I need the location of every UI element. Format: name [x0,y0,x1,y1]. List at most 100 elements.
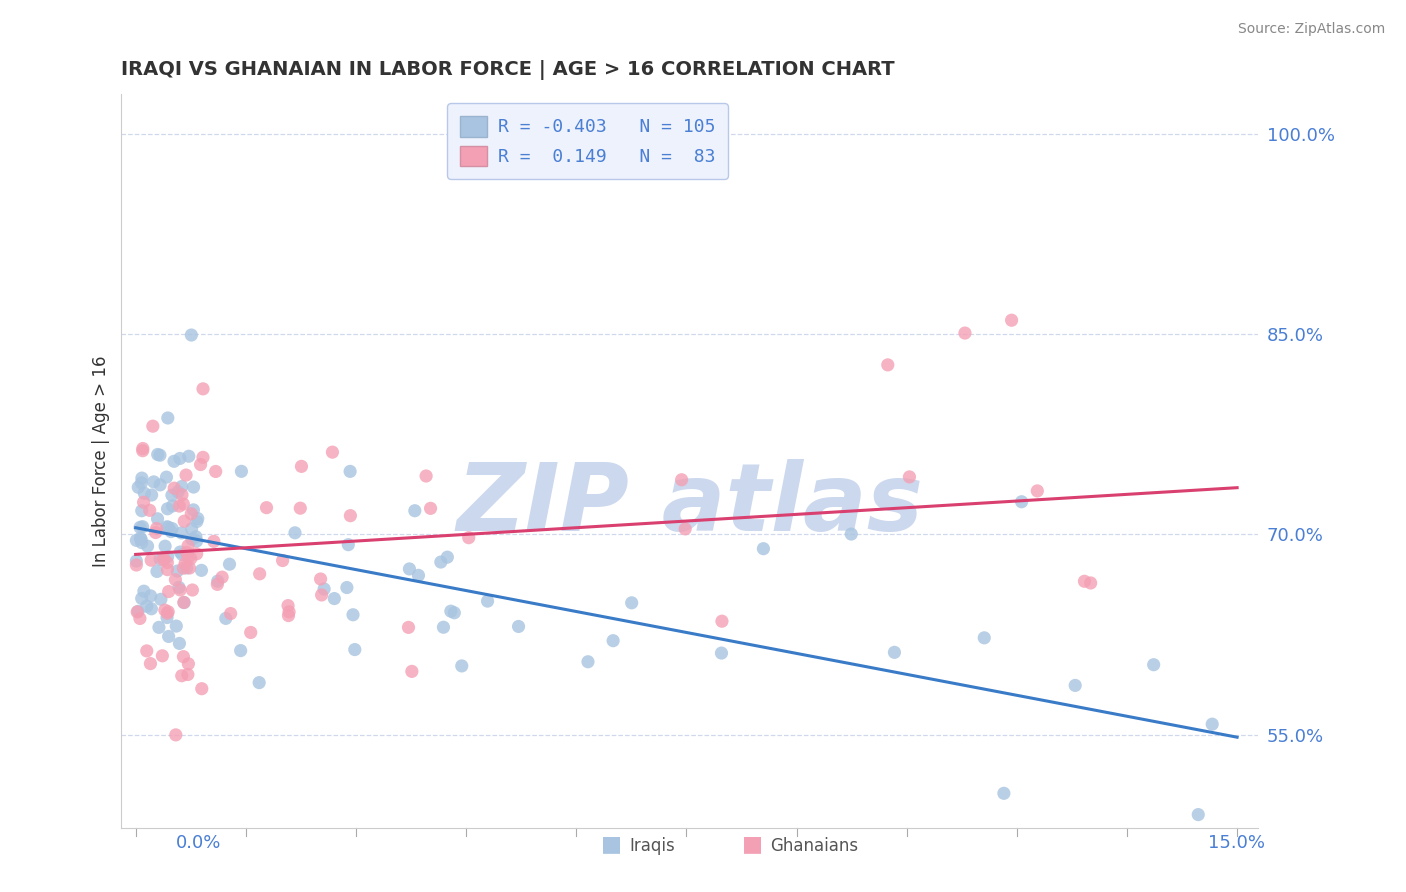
Point [180,532,202,546]
Point [839,527,862,541]
Point [337,538,360,552]
Point [1080,576,1102,591]
Point [710,614,733,628]
Point [125,533,148,548]
Point [432,620,454,634]
Text: IRAQI VS GHANAIAN IN LABOR FORCE | AGE > 16 CORRELATION CHART: IRAQI VS GHANAIAN IN LABOR FORCE | AGE >… [121,60,896,79]
Point [229,643,252,657]
Point [710,646,733,660]
Point [134,486,156,500]
Point [141,601,163,615]
Point [278,605,301,619]
Point [146,565,169,579]
Point [131,504,153,518]
Point [145,525,167,540]
Text: Iraqis: Iraqis [630,837,675,855]
Point [186,515,208,529]
Point [1026,483,1049,498]
Point [953,326,976,340]
Point [156,606,179,620]
Point [190,563,212,577]
Point [415,469,437,483]
Point [436,550,458,565]
Point [132,584,155,599]
Point [125,558,148,572]
Point [129,531,152,545]
Point [1073,574,1095,589]
Point [135,599,157,614]
Point [157,630,180,644]
Point [176,545,198,559]
Point [177,667,200,681]
Point [127,605,149,619]
Point [172,548,194,562]
Point [271,553,294,567]
Point [186,547,208,561]
Point [187,511,209,525]
Point [141,488,163,502]
Point [1143,657,1166,672]
Point [398,620,420,634]
Point [339,508,361,523]
Point [314,582,336,596]
Point [131,591,153,606]
Point [167,485,190,500]
Point [160,524,183,539]
Point [204,465,226,479]
Point [169,451,191,466]
Point [277,608,299,623]
Point [620,596,643,610]
Point [179,561,201,575]
Point [1187,807,1209,822]
Point [311,588,333,602]
Point [190,458,212,472]
Point [207,577,229,591]
Point [177,550,200,565]
Y-axis label: In Labor Force | Age > 16: In Labor Force | Age > 16 [93,355,110,566]
Point [127,604,149,618]
Point [141,553,163,567]
Point [408,568,430,582]
Point [165,728,187,742]
Point [202,534,225,549]
Point [131,535,153,549]
Point [172,561,194,575]
Point [290,501,312,516]
Point [180,328,202,343]
Point [139,657,162,671]
Point [173,595,195,609]
Point [157,520,180,534]
Point [160,522,183,536]
Point [1201,717,1223,731]
Point [166,564,188,578]
Point [1064,678,1087,692]
Point [576,655,599,669]
Point [142,419,165,434]
Point [883,645,905,659]
Point [132,495,155,509]
Point [153,603,176,617]
Point [876,358,898,372]
Point [1000,313,1022,327]
Point [132,442,155,456]
Point [129,533,152,547]
Point [176,561,198,575]
Point [477,594,499,608]
Point [239,625,262,640]
Point [673,522,696,536]
Point [156,563,179,577]
Point [249,566,271,581]
Point [174,556,197,570]
Point [973,631,995,645]
Point [183,503,205,517]
Point [180,551,202,566]
Point [247,675,270,690]
Point [180,522,202,536]
Point [136,539,159,553]
Text: ZIP atlas: ZIP atlas [457,459,924,551]
Point [129,520,152,534]
Point [207,574,229,589]
Text: ■: ■ [602,834,621,854]
Point [277,599,299,613]
Point [508,619,530,633]
